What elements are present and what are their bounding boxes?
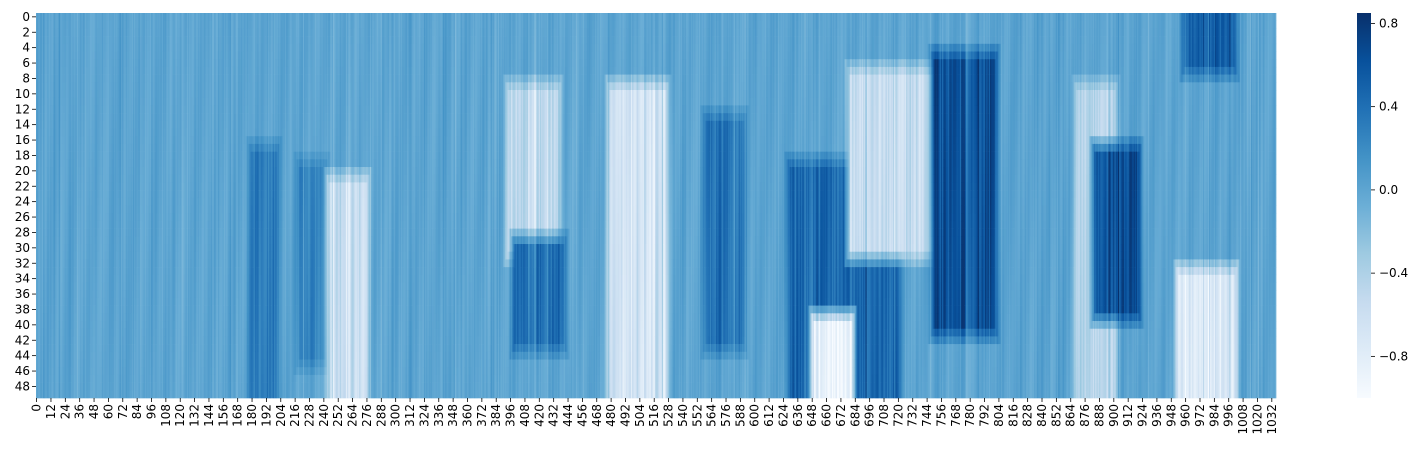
heatmap-cells (36, 13, 1276, 398)
